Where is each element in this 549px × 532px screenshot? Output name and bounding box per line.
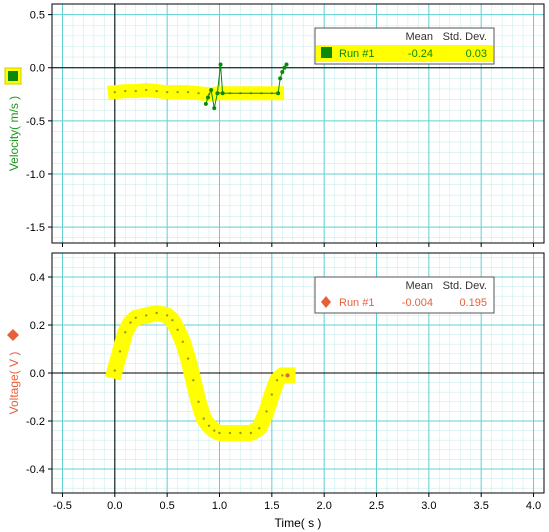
voltage-data-point — [192, 379, 195, 382]
voltage-data-point — [176, 328, 179, 331]
voltage-data-point — [275, 379, 279, 382]
voltage-legend-mean: -0.004 — [402, 297, 433, 309]
voltage-data-point — [113, 369, 117, 372]
x-axis-title: Time( s ) — [275, 516, 322, 530]
voltage-panel: -0.5 0.0 0.5 1.0 1.5 2.0 2.5 3.0 3.5 4.0 0.4 0.2 0.0… — [7, 252, 545, 530]
voltage-data-point — [129, 321, 132, 324]
voltage-data-point — [134, 316, 137, 319]
velocity-data-point — [145, 88, 148, 92]
x-tick-label: 3.5 — [474, 500, 489, 512]
velocity-data-point — [155, 89, 158, 93]
voltage-legend-box — [314, 276, 495, 314]
velocity-data-point — [186, 90, 190, 94]
voltage-data-point — [165, 314, 169, 317]
voltage-data-point — [249, 431, 253, 435]
velocity-marker-point — [209, 88, 214, 93]
velocity-marker-point — [280, 69, 285, 74]
velocity-marker-point — [205, 95, 210, 100]
voltage-data-point — [207, 424, 211, 427]
voltage-series-run-1 — [104, 305, 296, 441]
voltage-data-point — [202, 417, 205, 420]
velocity-legend-run: Run #1 — [339, 48, 374, 60]
voltage-y-tick-label: 0.0 — [30, 368, 45, 380]
velocity-legend-swatch — [321, 47, 332, 58]
x-tick-label: -0.5 — [53, 500, 72, 512]
voltage-data-point — [124, 331, 127, 334]
x-tick-label: 2.5 — [369, 500, 384, 512]
voltage-plot-frame — [51, 252, 545, 494]
voltage-data-point — [265, 410, 268, 413]
voltage-data-point — [228, 431, 232, 435]
voltage-legend-run: Run #1 — [339, 297, 374, 309]
velocity-marker-point — [282, 65, 287, 70]
velocity-y-tick-label: 0.5 — [30, 10, 45, 22]
voltage-legend-header-mean: Mean — [405, 280, 433, 292]
voltage-data-point — [270, 393, 274, 396]
velocity-data-point — [134, 89, 137, 93]
velocity-marker-point — [276, 91, 281, 96]
velocity-data-point — [124, 89, 127, 93]
velocity-data-point — [197, 92, 200, 95]
velocity-data-point — [165, 90, 169, 94]
velocity-legend-row-highlight — [316, 45, 493, 62]
x-tick-label: 0.0 — [107, 500, 122, 512]
x-tick-label: 4.0 — [526, 500, 541, 512]
x-tick-label: 1.5 — [264, 500, 279, 512]
voltage-data-point — [171, 319, 174, 322]
velocity-y-tick-label: -1.0 — [26, 169, 45, 181]
voltage-legend-swatch — [321, 296, 331, 308]
voltage-data-point — [181, 340, 185, 343]
velocity-y-tick-label: -1.5 — [26, 222, 45, 234]
voltage-data-point — [186, 357, 190, 360]
voltage-marker-point — [285, 373, 290, 378]
velocity-marker-point — [284, 62, 289, 67]
voltage-legend-std: 0.195 — [459, 297, 487, 309]
voltage-data-point — [155, 311, 158, 315]
voltage-series-marker-icon[interactable] — [7, 329, 19, 341]
velocity-marker-point — [212, 106, 217, 111]
velocity-legend-mean: -0.24 — [408, 48, 433, 60]
velocity-marker-point — [278, 76, 283, 81]
voltage-y-tick-label: -0.2 — [26, 416, 45, 428]
voltage-data-point — [118, 350, 122, 353]
velocity-marker-point — [218, 62, 223, 67]
x-tick-label: 2.0 — [317, 500, 332, 512]
velocity-y-tick-label: 0.0 — [30, 63, 45, 75]
velocity-legend-std: 0.03 — [466, 48, 487, 60]
velocity-legend[interactable]: Mean Std. Dev. Run #1 -0.24 0.03 — [314, 27, 495, 65]
velocity-y-axis-title: Velocity( m/s ) — [7, 96, 21, 171]
voltage-data-point — [218, 431, 221, 435]
x-tick-label: 3.0 — [421, 500, 436, 512]
voltage-data-point — [145, 314, 148, 317]
voltage-data-point — [213, 429, 216, 432]
x-tick-label: 1.0 — [212, 500, 227, 512]
voltage-data-point — [281, 374, 284, 377]
velocity-marker-point — [215, 91, 220, 96]
velocity-plot-frame — [51, 3, 545, 244]
voltage-data-point — [239, 431, 242, 435]
velocity-marker-point — [220, 91, 225, 96]
velocity-panel: 0.5 0.0 -0.5 -1.0 -1.5 Velocity( m/s ) Mean Std… — [4, 3, 545, 247]
voltage-legend[interactable]: Mean Std. Dev. Run #1 -0.004 0.195 — [314, 276, 495, 314]
velocity-data-point — [176, 90, 179, 94]
velocity-marker-point — [203, 101, 208, 106]
voltage-data-point — [197, 400, 200, 403]
velocity-series-marker-inner — [8, 71, 18, 81]
voltage-y-axis-title: Voltage( V ) — [7, 352, 21, 415]
velocity-data-point — [113, 90, 117, 94]
velocity-y-tick-label: -0.5 — [26, 116, 45, 128]
voltage-legend-header-std: Std. Dev. — [443, 280, 487, 292]
voltage-y-tick-label: 0.2 — [30, 320, 45, 332]
voltage-y-tick-label: 0.4 — [30, 272, 45, 284]
x-tick-label: 0.5 — [160, 500, 175, 512]
velocity-series-run-1 — [107, 62, 289, 111]
velocity-legend-header-mean: Mean — [405, 31, 433, 43]
voltage-data-point — [258, 427, 261, 430]
velocity-legend-header-std: Std. Dev. — [443, 31, 487, 43]
voltage-y-tick-label: -0.4 — [26, 464, 45, 476]
